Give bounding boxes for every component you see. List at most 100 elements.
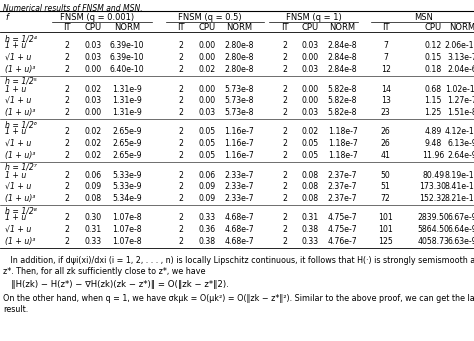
Text: FNSM (q = 0.001): FNSM (q = 0.001) (60, 13, 134, 22)
Text: 2: 2 (179, 139, 183, 148)
Text: 11.96: 11.96 (422, 151, 444, 160)
Text: 0.36: 0.36 (198, 225, 215, 234)
Text: h = 1/2⁷: h = 1/2⁷ (5, 163, 37, 172)
Text: 6.13e-9: 6.13e-9 (447, 139, 474, 148)
Text: Numerical results of FNSM and MSN.: Numerical results of FNSM and MSN. (3, 4, 143, 13)
Text: 2: 2 (282, 65, 287, 74)
Text: 1.18e-7: 1.18e-7 (328, 151, 357, 160)
Text: (1 + u)³: (1 + u)³ (5, 108, 36, 117)
Text: 2: 2 (282, 151, 287, 160)
Text: 0.02: 0.02 (301, 128, 319, 136)
Text: 5864.50: 5864.50 (417, 225, 449, 234)
Text: 2: 2 (179, 65, 183, 74)
Text: 4058.73: 4058.73 (417, 237, 449, 246)
Text: 2: 2 (64, 96, 69, 105)
Text: 0.02: 0.02 (198, 65, 215, 74)
Text: 1.18e-7: 1.18e-7 (328, 139, 357, 148)
Text: 50: 50 (381, 170, 391, 179)
Text: 2: 2 (179, 85, 183, 93)
Text: 0.05: 0.05 (301, 139, 319, 148)
Text: 0.00: 0.00 (301, 85, 319, 93)
Text: 9.48: 9.48 (424, 139, 442, 148)
Text: 2.80e-8: 2.80e-8 (224, 42, 254, 50)
Text: h = 1/2⁵: h = 1/2⁵ (5, 77, 37, 86)
Text: IT: IT (281, 23, 288, 32)
Text: 0.02: 0.02 (84, 139, 101, 148)
Text: 2.80e-8: 2.80e-8 (224, 53, 254, 62)
Text: 6.39e-10: 6.39e-10 (110, 53, 145, 62)
Text: 51: 51 (381, 182, 391, 191)
Text: 26: 26 (381, 128, 391, 136)
Text: 2: 2 (64, 182, 69, 191)
Text: 0.03: 0.03 (84, 96, 101, 105)
Text: MSN: MSN (414, 13, 433, 22)
Text: 6.40e-10: 6.40e-10 (110, 65, 145, 74)
Text: 0.03: 0.03 (301, 65, 319, 74)
Text: CPU: CPU (301, 23, 319, 32)
Text: 7: 7 (383, 42, 388, 50)
Text: 1.31e-9: 1.31e-9 (112, 96, 142, 105)
Text: 2: 2 (179, 194, 183, 203)
Text: ‖H(zk) − H(z*) − ∇H(zk)(zk − z*)‖ = O(‖zk − z*‖2).: ‖H(zk) − H(z*) − ∇H(zk)(zk − z*)‖ = O(‖z… (3, 280, 229, 289)
Text: IT: IT (382, 23, 390, 32)
Text: 2: 2 (282, 225, 287, 234)
Text: 1.25: 1.25 (424, 108, 442, 117)
Text: 8.41e-10: 8.41e-10 (445, 182, 474, 191)
Text: 2: 2 (64, 151, 69, 160)
Text: 0.33: 0.33 (84, 237, 101, 246)
Text: 2: 2 (179, 108, 183, 117)
Text: 7: 7 (383, 53, 388, 62)
Text: 0.05: 0.05 (301, 151, 319, 160)
Text: 2: 2 (179, 53, 183, 62)
Text: 101: 101 (378, 213, 393, 222)
Text: 2.65e-9: 2.65e-9 (112, 128, 142, 136)
Text: 1.27e-7: 1.27e-7 (447, 96, 474, 105)
Text: (1 + u)³: (1 + u)³ (5, 194, 36, 203)
Text: result.: result. (3, 305, 28, 314)
Text: (1 + u)³: (1 + u)³ (5, 65, 36, 74)
Text: (1 + u)³: (1 + u)³ (5, 237, 36, 246)
Text: 5.73e-8: 5.73e-8 (224, 96, 254, 105)
Text: 0.00: 0.00 (301, 96, 319, 105)
Text: 0.09: 0.09 (198, 182, 215, 191)
Text: 0.02: 0.02 (84, 85, 101, 93)
Text: 0.33: 0.33 (198, 213, 215, 222)
Text: 2: 2 (64, 139, 69, 148)
Text: 12: 12 (381, 65, 391, 74)
Text: 4.68e-7: 4.68e-7 (224, 225, 254, 234)
Text: 2.80e-8: 2.80e-8 (224, 65, 254, 74)
Text: 2: 2 (64, 108, 69, 117)
Text: 2.37e-7: 2.37e-7 (328, 170, 357, 179)
Text: 1.07e-8: 1.07e-8 (112, 225, 142, 234)
Text: 1.07e-8: 1.07e-8 (112, 237, 142, 246)
Text: 2: 2 (282, 213, 287, 222)
Text: 0.31: 0.31 (301, 213, 319, 222)
Text: 2: 2 (179, 151, 183, 160)
Text: 0.12: 0.12 (424, 42, 442, 50)
Text: 2: 2 (282, 194, 287, 203)
Text: h = 1/2⁸: h = 1/2⁸ (5, 206, 37, 215)
Text: NORM: NORM (114, 23, 140, 32)
Text: 0.05: 0.05 (198, 128, 215, 136)
Text: √1 + u: √1 + u (5, 96, 31, 105)
Text: 5.73e-8: 5.73e-8 (224, 85, 254, 93)
Text: 173.30: 173.30 (419, 182, 447, 191)
Text: NORM: NORM (226, 23, 252, 32)
Text: In addition, if dψi(xi)/dxi (i = 1, 2, . . . , n) is locally Lipschitz continuou: In addition, if dψi(xi)/dxi (i = 1, 2, .… (3, 256, 474, 265)
Text: √1 + u: √1 + u (5, 53, 31, 62)
Text: 2: 2 (64, 213, 69, 222)
Text: 2: 2 (64, 42, 69, 50)
Text: 0.08: 0.08 (301, 182, 319, 191)
Text: 2: 2 (282, 170, 287, 179)
Text: 1.18e-7: 1.18e-7 (328, 128, 357, 136)
Text: 5.73e-8: 5.73e-8 (224, 108, 254, 117)
Text: 2: 2 (282, 53, 287, 62)
Text: (1 + u)³: (1 + u)³ (5, 151, 36, 160)
Text: 2.06e-11: 2.06e-11 (445, 42, 474, 50)
Text: 0.38: 0.38 (301, 225, 319, 234)
Text: 2: 2 (282, 237, 287, 246)
Text: 6.67e-9: 6.67e-9 (447, 213, 474, 222)
Text: 0.05: 0.05 (198, 151, 215, 160)
Text: IT: IT (177, 23, 185, 32)
Text: 2: 2 (282, 96, 287, 105)
